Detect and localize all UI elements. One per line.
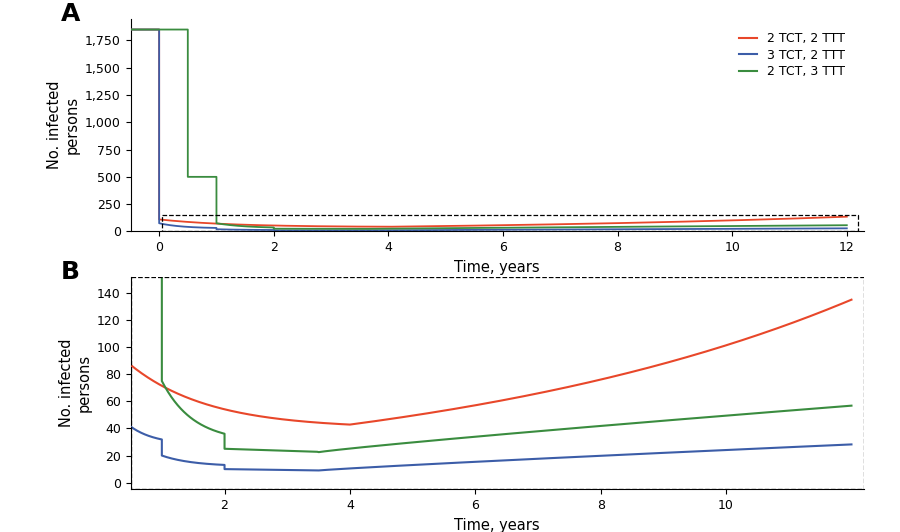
X-axis label: Time, years: Time, years	[454, 518, 540, 532]
X-axis label: Time, years: Time, years	[454, 260, 540, 275]
Y-axis label: No. infected
persons: No. infected persons	[47, 81, 79, 169]
Text: A: A	[61, 2, 80, 26]
Legend: 2 TCT, 2 TTT, 3 TCT, 2 TTT, 2 TCT, 3 TTT: 2 TCT, 2 TTT, 3 TCT, 2 TTT, 2 TCT, 3 TTT	[734, 27, 850, 84]
Text: B: B	[61, 260, 80, 284]
Y-axis label: No. infected
persons: No. infected persons	[58, 339, 91, 427]
